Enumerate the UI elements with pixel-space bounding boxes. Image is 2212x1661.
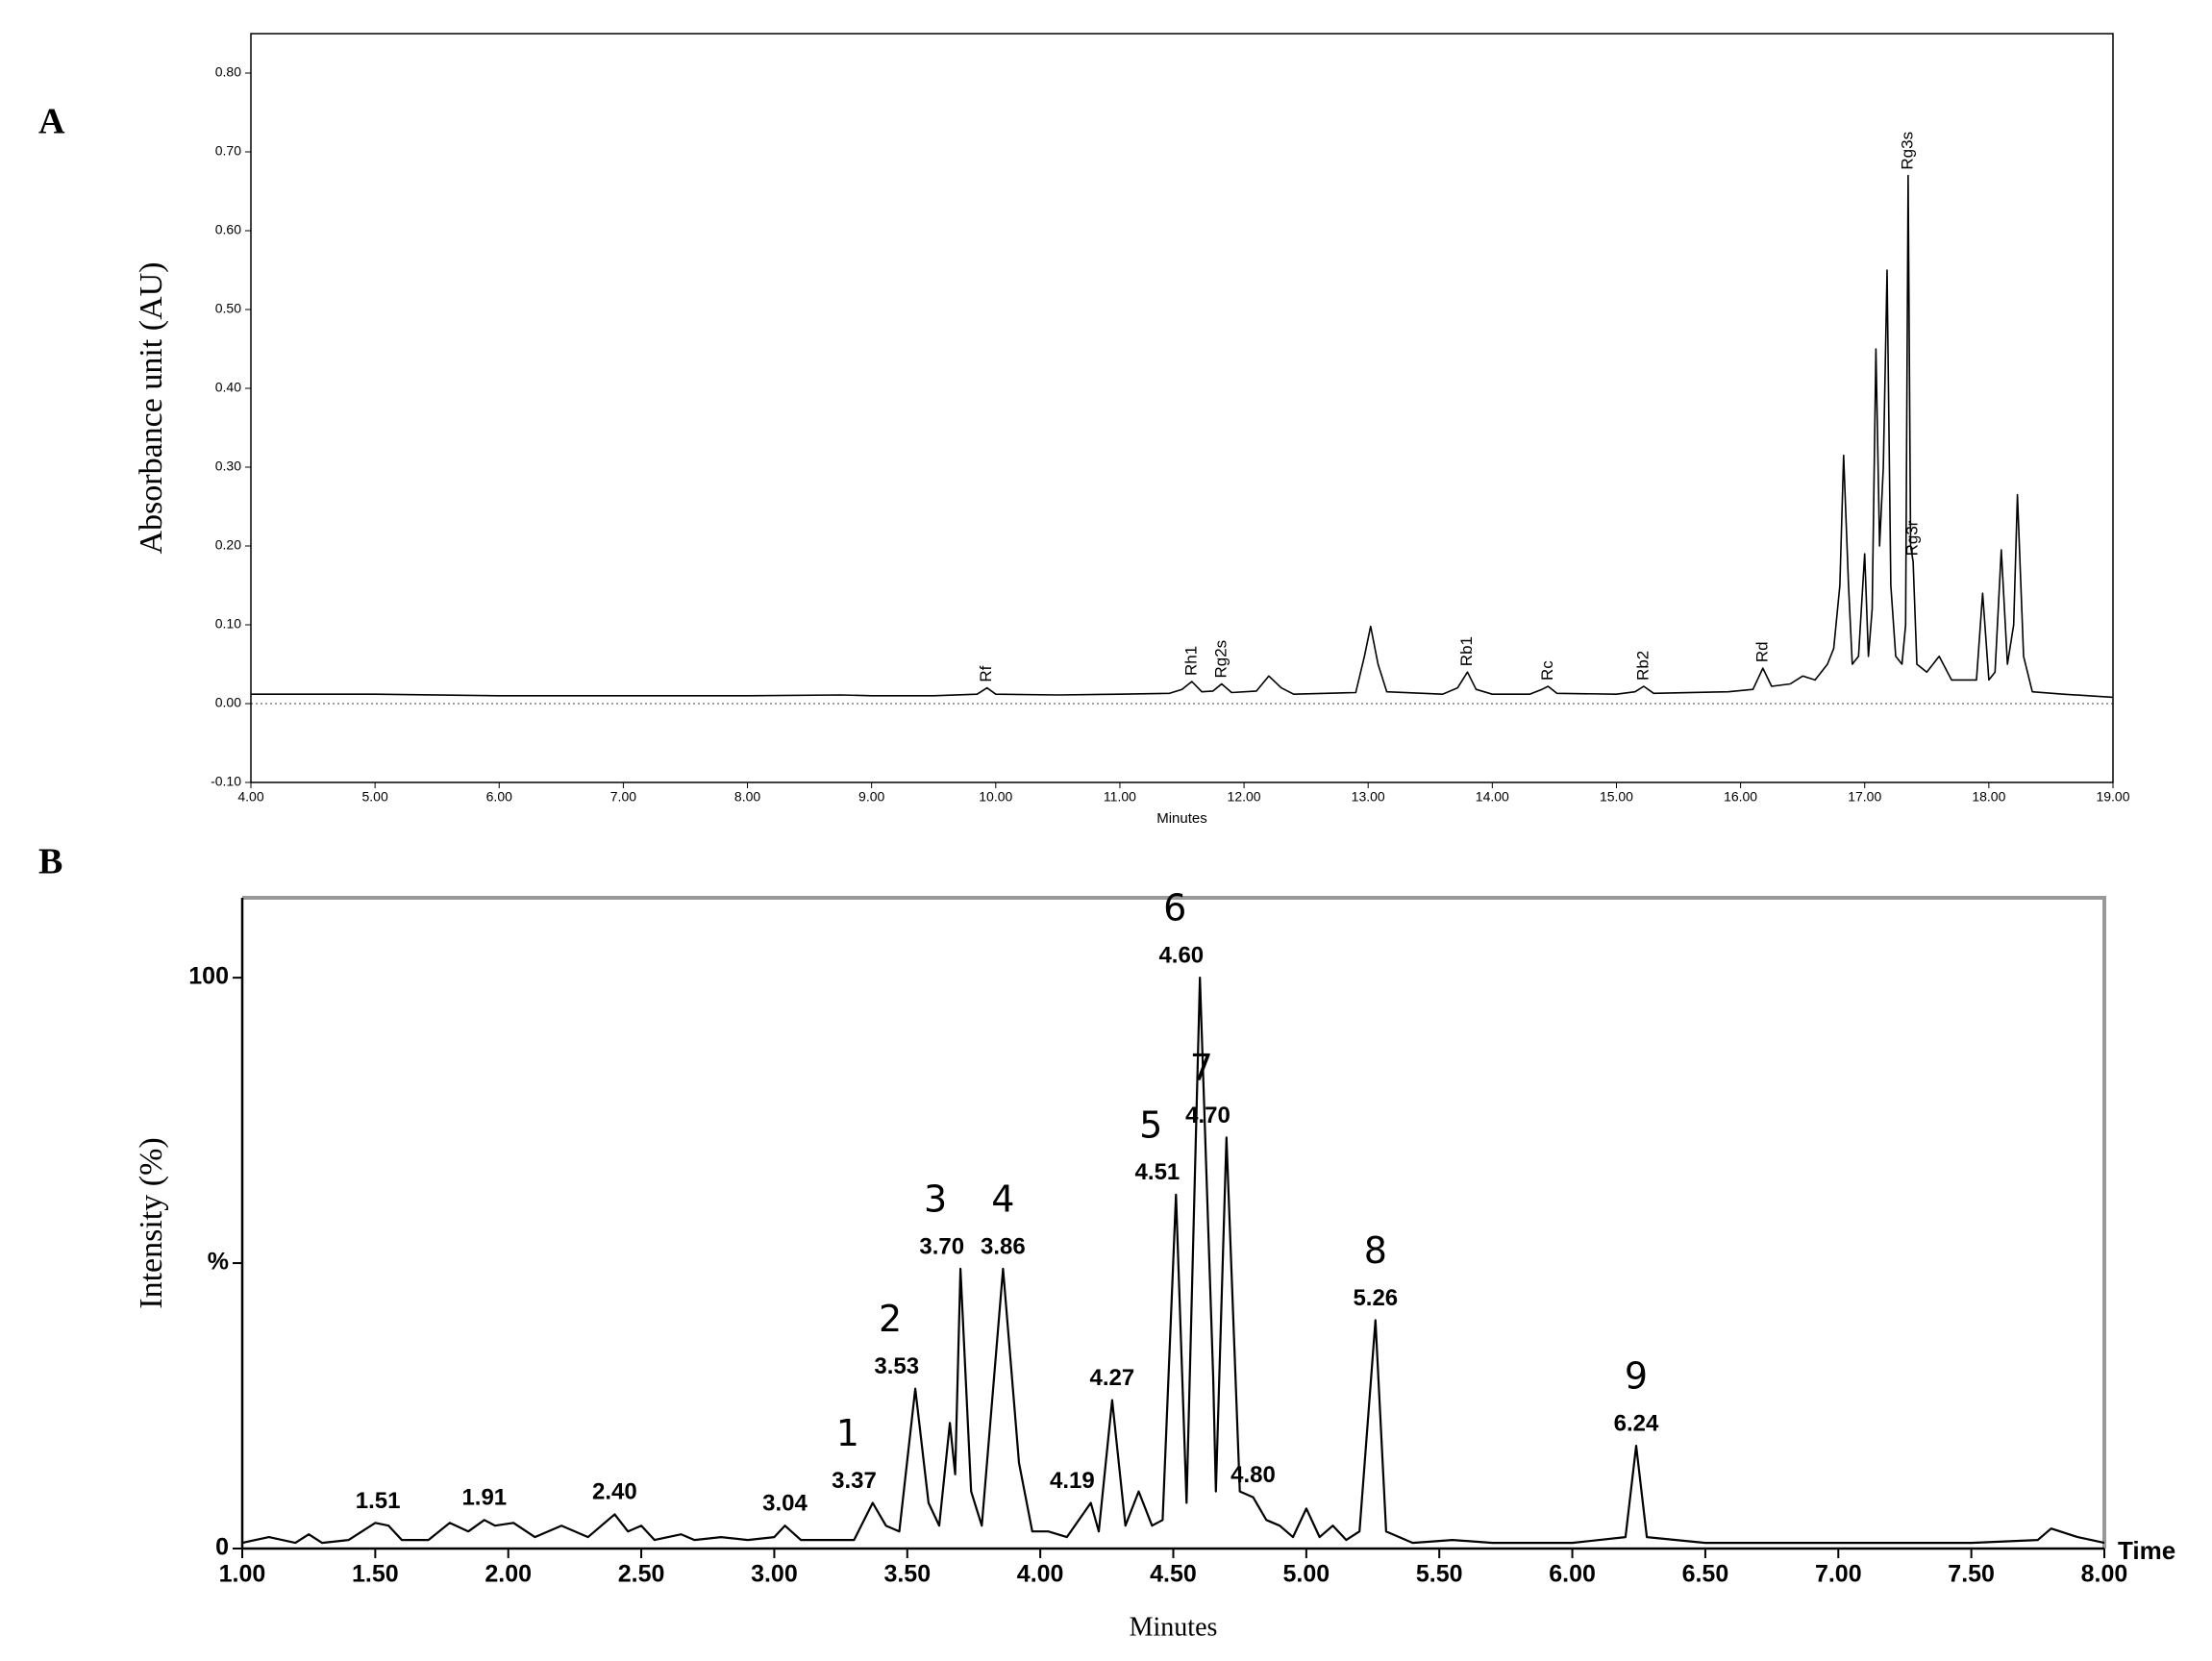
- peak-time-label: 3.04: [762, 1491, 808, 1517]
- x-tick-label: 5.00: [1283, 1561, 1330, 1588]
- peak-label: Rd: [1752, 641, 1771, 662]
- y-tick-label: 100: [188, 963, 229, 990]
- x-axis-title: Minutes: [1130, 1612, 1218, 1642]
- x-tick-label: 8.00: [734, 789, 760, 805]
- peak-number: 2: [879, 1298, 902, 1340]
- peak-time-label: 4.27: [1089, 1365, 1134, 1391]
- peak-label: Rb2: [1633, 651, 1652, 681]
- x-tick-label: 17.00: [1848, 789, 1881, 805]
- y-tick-label: 0.60: [215, 222, 241, 237]
- x-axis-title: Minutes: [1156, 810, 1207, 827]
- panel-label: B: [38, 842, 62, 882]
- peak-time-label: 6.24: [1614, 1410, 1659, 1436]
- peak-time-label: 1.91: [461, 1485, 507, 1511]
- y-tick-label: 0.20: [215, 537, 241, 553]
- peak-time-label: 4.19: [1050, 1468, 1095, 1494]
- x-tick-label: 7.00: [610, 789, 636, 805]
- x-axis-end-label: Time: [2118, 1536, 2175, 1565]
- peak-number: 5: [1139, 1103, 1162, 1146]
- y-tick-label: 0: [215, 1534, 229, 1561]
- x-tick-label: 15.00: [1600, 789, 1633, 805]
- x-tick-label: 16.00: [1724, 789, 1757, 805]
- y-axis-title: Intensity (%): [134, 1137, 169, 1308]
- peak-number: 9: [1625, 1355, 1648, 1398]
- peak-label: Rc: [1538, 660, 1556, 681]
- y-axis-title: Absorbance unit (AU): [134, 261, 169, 554]
- x-tick-label: 12.00: [1228, 789, 1261, 805]
- x-tick-label: 6.00: [486, 789, 512, 805]
- x-tick-label: 9.00: [858, 789, 884, 805]
- y-tick-label: 0.80: [215, 64, 241, 80]
- x-tick-label: 18.00: [1972, 789, 2005, 805]
- x-tick-label: 1.00: [219, 1561, 266, 1588]
- x-tick-label: 6.00: [1549, 1561, 1596, 1588]
- trace: [241, 977, 2105, 1545]
- peak-number: 3: [924, 1178, 947, 1221]
- peak-time-label: 3.53: [874, 1353, 919, 1379]
- x-tick-label: 6.50: [1682, 1561, 1729, 1588]
- x-tick-label: 7.00: [1815, 1561, 1862, 1588]
- peak-label: Rg3r: [1903, 520, 1922, 556]
- peak-number: 8: [1364, 1229, 1387, 1272]
- x-tick-label: 13.00: [1352, 789, 1385, 805]
- x-tick-label: 1.50: [352, 1561, 399, 1588]
- peak-number: 6: [1163, 887, 1186, 930]
- y-tick-label: 0.10: [215, 616, 241, 632]
- y-tick-label: 0.30: [215, 459, 241, 474]
- y-tick-label: %: [208, 1249, 229, 1276]
- peak-number: 7: [1190, 1047, 1213, 1089]
- x-tick-label: 4.00: [1017, 1561, 1064, 1588]
- x-tick-label: 8.00: [2081, 1561, 2128, 1588]
- y-tick-label: 0.00: [215, 695, 241, 710]
- y-tick-label: 0.50: [215, 301, 241, 316]
- y-tick-label: -0.10: [211, 774, 241, 789]
- x-tick-label: 4.50: [1150, 1561, 1197, 1588]
- peak-label: Rb1: [1457, 636, 1476, 666]
- x-tick-label: 11.00: [1104, 789, 1136, 805]
- panel-label: A: [38, 102, 65, 142]
- peak-time-label: 3.86: [981, 1233, 1026, 1259]
- peak-time-label: 3.70: [919, 1233, 964, 1259]
- y-tick-label: 0.70: [215, 143, 241, 159]
- peak-number: 4: [991, 1178, 1014, 1221]
- x-tick-label: 14.00: [1476, 789, 1509, 805]
- x-tick-label: 4.00: [237, 789, 263, 805]
- peak-label: Rf: [977, 665, 995, 682]
- peak-number: 1: [836, 1412, 859, 1454]
- peak-time-label: 3.37: [832, 1468, 877, 1494]
- peak-time-label: 2.40: [592, 1479, 637, 1505]
- peak-time-label: 4.80: [1230, 1462, 1276, 1488]
- x-tick-label: 5.50: [1416, 1561, 1463, 1588]
- peak-label: Rg3s: [1898, 132, 1916, 170]
- peak-label: Rh1: [1181, 646, 1200, 676]
- peak-time-label: 1.51: [356, 1488, 401, 1514]
- peak-time-label: 4.60: [1158, 942, 1204, 968]
- x-tick-label: 2.50: [618, 1561, 665, 1588]
- plot-frame: [250, 33, 2114, 783]
- peak-time-label: 4.70: [1185, 1103, 1230, 1128]
- y-tick-label: 0.40: [215, 380, 241, 395]
- x-tick-label: 7.50: [1948, 1561, 1995, 1588]
- x-tick-label: 19.00: [2096, 789, 2129, 805]
- plot-frame: [242, 896, 2106, 1549]
- x-tick-label: 10.00: [979, 789, 1012, 805]
- peak-label: Rg2s: [1211, 640, 1230, 679]
- peak-time-label: 5.26: [1353, 1285, 1398, 1311]
- x-tick-label: 3.00: [751, 1561, 798, 1588]
- x-tick-label: 2.00: [485, 1561, 532, 1588]
- x-tick-label: 3.50: [883, 1561, 931, 1588]
- x-tick-label: 5.00: [362, 789, 388, 805]
- peak-time-label: 4.51: [1135, 1159, 1181, 1185]
- trace: [251, 174, 2114, 699]
